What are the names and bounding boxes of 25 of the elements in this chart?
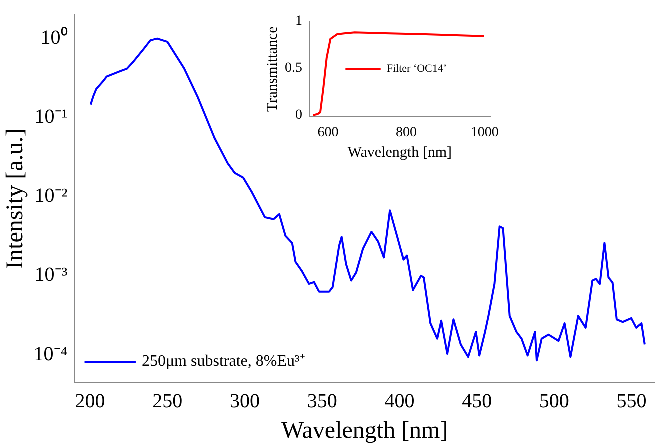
y-tick-label: 10⁻¹ [34,106,68,128]
y-tick-label: 0.5 [285,61,302,76]
x-tick-label: 350 [307,390,338,412]
x-tick-label: 500 [539,390,570,412]
x-tick-label: 300 [230,390,260,412]
y-tick-label: 10⁻³ [34,264,68,286]
x-tick-label: 250 [152,390,183,412]
y-tick-label: 0 [296,108,302,123]
legend-label: 250μm substrate, 8%Eu³⁺ [142,353,305,370]
y-tick-label: 10⁰ [40,26,68,50]
x-tick-label: 400 [384,390,415,412]
x-tick-label: 200 [75,390,106,412]
y-tick-label: 10⁻² [34,185,68,208]
y-axis-title: Transmittance [264,26,281,112]
x-tick-label: 1000 [470,125,499,140]
x-axis-title: Wavelength [nm] [348,144,452,161]
x-tick-label: 450 [462,390,492,412]
x-tick-label: 550 [616,390,647,412]
y-tick-label: 1 [296,14,302,30]
y-axis-title: Intensity [a.u.] [2,128,29,270]
x-tick-label: 800 [396,125,418,140]
x-axis-title: Wavelength [nm] [282,418,448,444]
x-tick-label: 600 [318,125,339,140]
y-tick-label: 10⁻⁴ [34,343,68,366]
legend-label: Filter ‘OC14’ [386,63,448,76]
